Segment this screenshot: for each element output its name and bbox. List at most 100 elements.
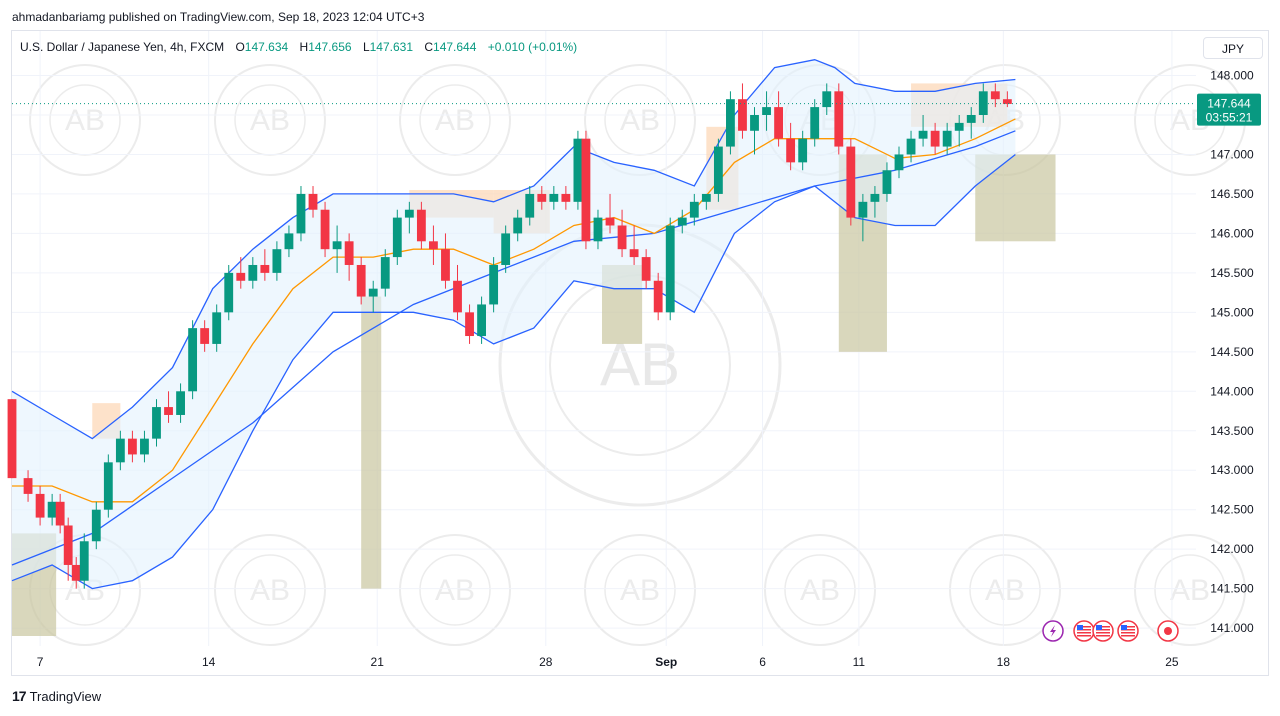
candle [284,233,294,250]
moving-average-line [11,130,1016,566]
candle [392,217,402,258]
open-label: O [235,40,245,54]
candle [489,264,499,305]
target-icon[interactable] [1157,620,1179,642]
price-tick-label: 143.000 [1210,463,1254,477]
lightning-icon[interactable] [1042,620,1064,642]
watermark-seal-ring [784,554,856,626]
watermark-seal-icon [399,534,511,646]
candle [726,99,735,147]
candle [617,225,627,250]
price-tick-label: 145.000 [1210,305,1254,319]
candle [441,249,450,281]
us-flag-icon-stripe [1096,632,1110,634]
candle [91,509,101,542]
candle [641,257,651,281]
candle [176,391,185,415]
candle [689,201,699,218]
candle [930,130,940,147]
candle [380,257,390,289]
candle [501,233,511,265]
price-tag [1197,93,1261,126]
candle [665,225,675,313]
open-value: 147.634 [244,40,289,54]
watermark-letters: AB [435,104,475,137]
bollinger-basis-line [12,118,1016,503]
time-tick-label: 25 [1165,655,1179,669]
candle [404,209,414,218]
candle [320,209,330,250]
us-flag-icon-stripe [1096,635,1110,637]
candle [513,217,523,234]
candle [344,241,354,265]
watermark-seal-ring [1154,554,1226,626]
candle [593,217,603,242]
tradingview-logo[interactable]: 17 TradingView [12,688,101,704]
watermark-seal-ring [419,554,491,626]
target-icon-inner [1164,627,1172,635]
candle [63,525,73,565]
watermark-letters: AB [1170,574,1210,607]
candle [224,272,234,313]
candle [55,501,65,526]
candle [465,312,474,337]
candle [549,193,559,202]
watermark-letters: AB [65,104,105,137]
us-flag-icon[interactable] [1117,620,1139,642]
candle [1002,99,1012,104]
currency-button[interactable]: JPY [1203,37,1263,59]
watermark-seal-icon [29,64,141,176]
price-tick-label: 142.500 [1210,503,1254,517]
candles-layer [7,83,1196,589]
change-value: +0.010 (+0.01%) [487,40,578,54]
price-tick-label: 141.000 [1210,621,1254,635]
watermark-seal-ring [419,84,491,156]
candle [79,541,89,581]
candle [906,138,916,155]
candle [308,193,318,210]
candle [750,114,759,131]
candle [942,130,952,147]
us-flag-icon-stripe [1121,635,1135,637]
us-flag-icon[interactable] [1073,620,1095,642]
watermark-letters: AB [620,574,660,607]
time-tick-label: 18 [997,655,1011,669]
watermark-seal-ring [604,84,676,156]
us-flag-icon-circle [1092,620,1114,642]
candle [573,138,583,202]
us-flag-icon-canton [1077,625,1083,630]
price-axis: 148.000147.500147.000146.500146.000145.5… [1197,69,1261,635]
us-flag-icon-stripe [1077,635,1091,637]
candle [738,99,747,131]
events-layer [1042,620,1179,642]
price-tick-label: 144.500 [1210,345,1254,359]
high-label: H [299,40,309,54]
candle [35,493,45,518]
candle [713,146,723,194]
watermark-seal-icon [764,534,876,646]
price-tick-label: 143.500 [1210,424,1254,438]
us-flag-icon-stripe [1096,629,1110,631]
price-tick-label: 148.000 [1210,69,1254,83]
candle [629,249,639,258]
demand-zone [361,296,382,589]
candle [47,501,57,518]
bollinger-band-fill [12,59,1016,589]
ohlc-legend: U.S. Dollar / Japanese Yen, 4h, FXCM O14… [20,40,577,54]
watermark-letters: AB [250,104,290,137]
price-tick-label: 145.500 [1210,266,1254,280]
candle [152,407,161,439]
us-flag-icon-circle [1073,620,1095,642]
watermark-seal-icon [399,64,511,176]
candle [978,91,988,115]
us-flag-icon-canton [1121,625,1127,630]
candle [103,462,113,510]
us-flag-icon-stripe [1121,626,1135,628]
price-tick-label: 146.000 [1210,226,1254,240]
us-flag-icon[interactable] [1092,620,1114,642]
high-value: 147.656 [308,40,352,54]
candle [236,272,246,281]
candle [140,438,149,455]
watermark-seal-icon [584,534,696,646]
